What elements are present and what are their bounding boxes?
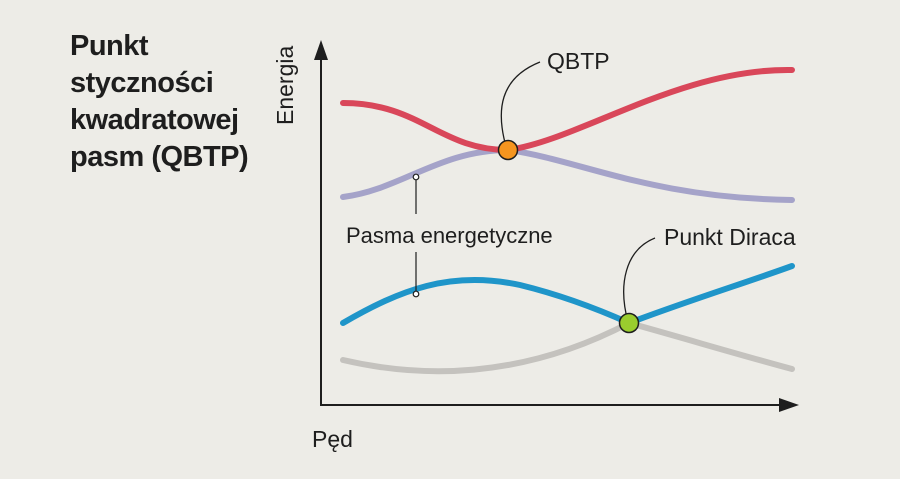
title-line-3: kwadratowej [70,104,239,136]
lower-band-blue [340,263,795,327]
title-line-2: styczności [70,67,214,99]
qbtp-point [497,139,519,161]
upper-band-red [340,66,795,154]
dirac-point [618,312,640,334]
y-axis-arrow-icon [314,40,328,60]
upper-band-lavender [340,146,795,203]
qbtp-label: QBTP [547,48,610,74]
axes [314,40,799,412]
lower-band-gray [340,319,795,375]
bands-connector [412,173,420,298]
bands-connector-dot-lower [412,290,420,298]
x-axis-arrow-icon [779,398,799,412]
bands-label: Pasma energetyczne [346,223,553,248]
diagram-title: Punkt styczności kwadratowej pasm (QBTP) [70,28,270,176]
bands-connector-dot-upper [412,173,420,181]
x-axis-label: Pęd [312,426,353,452]
y-axis-label: Energia [272,46,298,125]
dirac-leader-line [623,237,656,323]
title-line-1: Punkt [70,30,149,62]
dirac-label: Punkt Diraca [664,224,796,250]
qbtp-leader-line [500,61,541,151]
title-line-4: pasm (QBTP) [70,141,249,173]
